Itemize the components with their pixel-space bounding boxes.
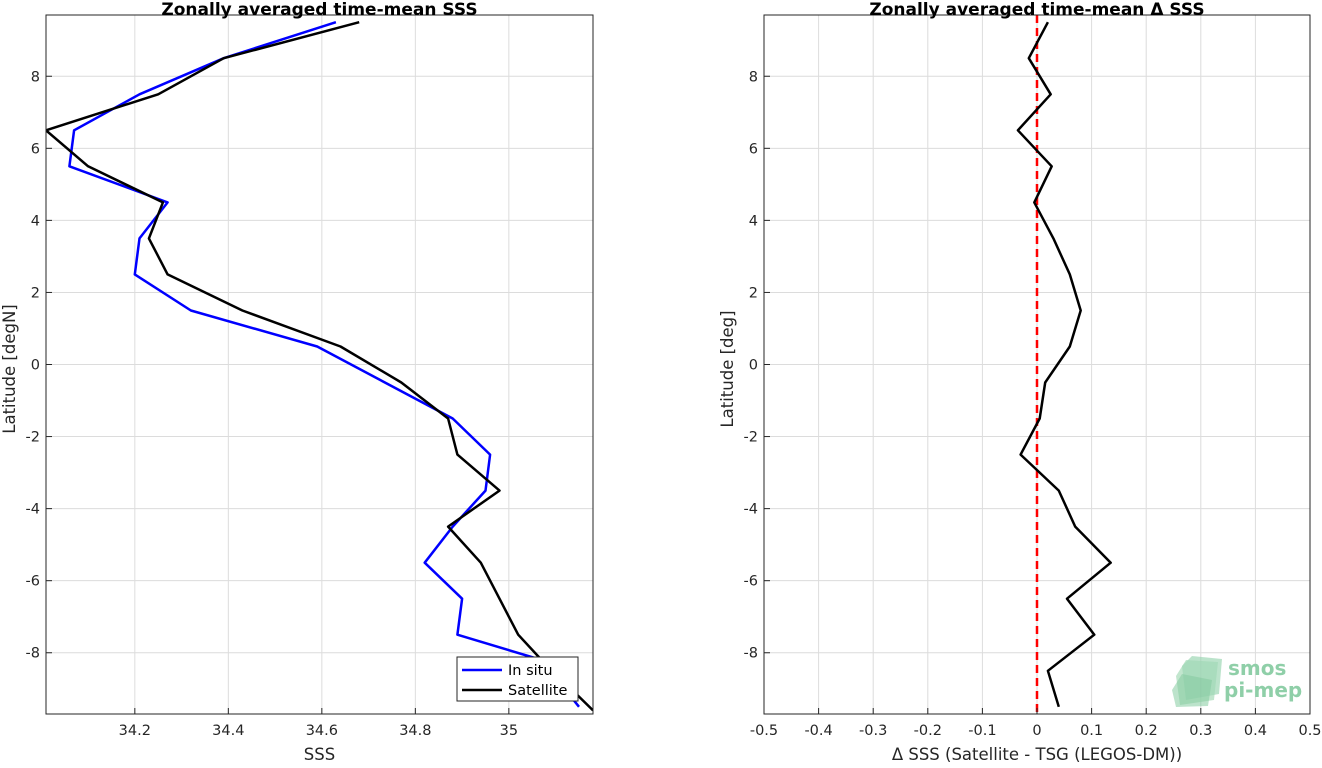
sss-xtick-label: 34.4 [212,723,244,739]
sss-ytick-label: -2 [26,430,40,446]
delta-sss-xtick-label: 0.4 [1244,723,1267,739]
delta-sss-ytick-label: 4 [749,213,758,229]
delta-sss-ytick-label: -8 [744,646,758,662]
delta-sss-xtick-label: -0.5 [750,723,778,739]
delta-sss-xlabel: Δ SSS (Satellite - TSG (LEGOS-DM)) [892,745,1182,764]
delta-sss-ytick-label: -4 [744,502,758,518]
delta-sss-ticks: -0.5 -0.4 -0.3 -0.2 -0.1 0 0.1 0.2 0.3 0.4 0.5 -8 -6… [744,69,1322,739]
sss-ytick-label: 4 [31,213,40,229]
delta-sss-xtick-label: -0.1 [968,723,996,739]
delta-sss-ytick-label: 0 [749,358,758,374]
sss-series [46,20,593,712]
smos-pi-mep-logo: smos pi-mep [1172,656,1302,707]
sss-xtick-label: 34.6 [306,723,338,739]
legend-label-in-situ: In situ [508,663,553,679]
delta-sss-ylabel: Latitude [deg] [718,310,737,427]
sss-grid [46,15,593,714]
sss-ytick-label: -6 [26,574,40,590]
sss-ytick-label: -4 [26,502,40,518]
sss-ticks: 34.2 34.4 34.6 34.8 35 -8 -6 -4 -2 0 2 4 6 8 [26,69,519,739]
sss-ytick-label: 2 [31,285,40,301]
sss-line-satellite [46,20,593,712]
delta-sss-line-series-0 [1016,21,1112,708]
sss-ylabel: Latitude [degN] [0,304,19,433]
delta-sss-ytick-label: -2 [744,430,758,446]
delta-sss-panel: -0.5 -0.4 -0.3 -0.2 -0.1 0 0.1 0.2 0.3 0.4 0.5 -8 -6… [718,0,1322,764]
sss-panel: 34.2 34.4 34.6 34.8 35 -8 -6 -4 -2 0 2 4 6 8 Zonally … [0,0,594,764]
logo-text-smos: smos [1228,656,1286,680]
delta-sss-ytick-label: 6 [749,141,758,157]
sss-legend: In situ Satellite [456,656,579,702]
legend-label-satellite: Satellite [508,683,567,699]
sss-ytick-label: 8 [31,69,40,85]
sss-title: Zonally averaged time-mean SSS [161,0,477,20]
sss-ytick-label: 6 [31,141,40,157]
delta-sss-xtick-label: -0.2 [914,723,942,739]
sss-xtick-label: 34.2 [119,723,151,739]
delta-sss-ytick-label: 2 [749,285,758,301]
delta-sss-xtick-label: 0.2 [1135,723,1158,739]
logo-text-pi-mep: pi-mep [1224,678,1302,702]
delta-sss-ytick-label: 8 [749,69,758,85]
delta-sss-xtick-label: -0.4 [804,723,832,739]
legend-box [456,656,579,702]
delta-sss-series [1016,21,1112,708]
delta-sss-xtick-label: 0 [1032,723,1041,739]
logo-wave-icon [1172,656,1222,707]
sss-xlabel: SSS [304,745,335,764]
delta-sss-title: Zonally averaged time-mean Δ SSS [869,0,1204,20]
sss-xtick-label: 35 [500,723,518,739]
delta-sss-ytick-label: -6 [744,574,758,590]
sss-ytick-label: 0 [31,358,40,374]
delta-sss-xtick-label: 0.5 [1298,723,1321,739]
delta-sss-xtick-label: -0.3 [859,723,887,739]
sss-ytick-label: -8 [26,646,40,662]
delta-sss-xtick-label: 0.3 [1189,723,1212,739]
delta-sss-xtick-label: 0.1 [1080,723,1103,739]
sss-line-in-situ [68,21,580,708]
sss-xtick-label: 34.8 [399,723,431,739]
